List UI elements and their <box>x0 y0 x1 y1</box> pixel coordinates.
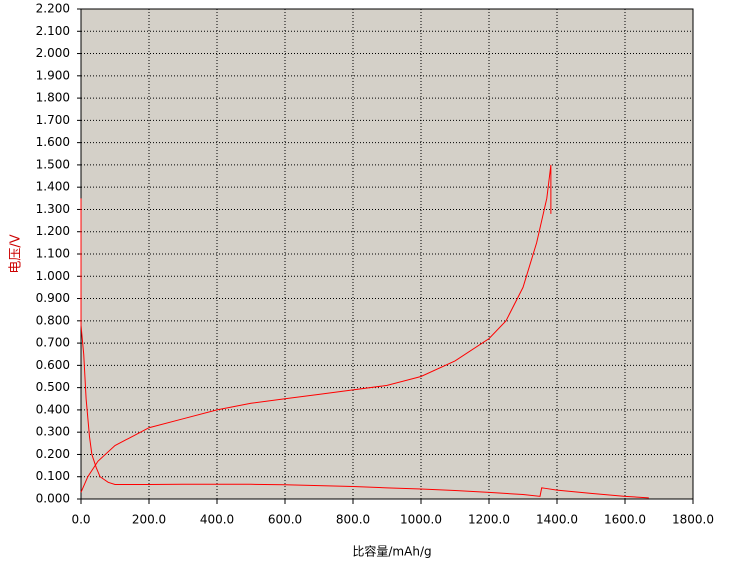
y-axis-label: 电压/V <box>9 234 24 273</box>
y-tick-label: 1.200 <box>36 224 70 238</box>
y-tick-label: 0.300 <box>36 425 70 439</box>
x-tick-label: 1600.0 <box>604 513 646 527</box>
y-tick-label: 1.800 <box>36 91 70 105</box>
y-tick-label: 1.400 <box>36 180 70 194</box>
y-tick-label: 2.100 <box>36 24 70 38</box>
x-tick-label: 1200.0 <box>468 513 510 527</box>
y-tick-label: 0.000 <box>36 492 70 506</box>
x-tick-label: 1000.0 <box>400 513 442 527</box>
y-tick-label: 0.100 <box>36 469 70 483</box>
y-tick-label: 0.200 <box>36 447 70 461</box>
y-tick-label: 1.000 <box>36 269 70 283</box>
y-tick-label: 1.100 <box>36 247 70 261</box>
y-tick-label: 0.400 <box>36 402 70 416</box>
y-tick-label: 1.600 <box>36 135 70 149</box>
x-tick-label: 200.0 <box>132 513 166 527</box>
y-tick-label: 1.900 <box>36 68 70 82</box>
x-axis-label: 比容量/mAh/g <box>352 544 431 559</box>
y-tick-label: 2.000 <box>36 46 70 60</box>
y-tick-label: 1.300 <box>36 202 70 216</box>
x-tick-label: 800.0 <box>336 513 370 527</box>
y-tick-label: 1.500 <box>36 157 70 171</box>
x-tick-label: 400.0 <box>200 513 234 527</box>
data-line <box>80 198 649 499</box>
y-tick-label: 0.700 <box>36 336 70 350</box>
y-tick-label: 1.700 <box>36 113 70 127</box>
data-line <box>80 164 552 493</box>
y-tick-label: 0.500 <box>36 380 70 394</box>
x-tick-label: 0.0 <box>71 513 90 527</box>
x-tick-label: 1800.0 <box>672 513 714 527</box>
y-tick-label: 0.800 <box>36 313 70 327</box>
y-tick-label: 0.600 <box>36 358 70 372</box>
x-tick-label: 1400.0 <box>536 513 578 527</box>
x-tick-label: 600.0 <box>268 513 302 527</box>
y-tick-label: 0.900 <box>36 291 70 305</box>
y-tick-label: 2.200 <box>36 2 70 16</box>
